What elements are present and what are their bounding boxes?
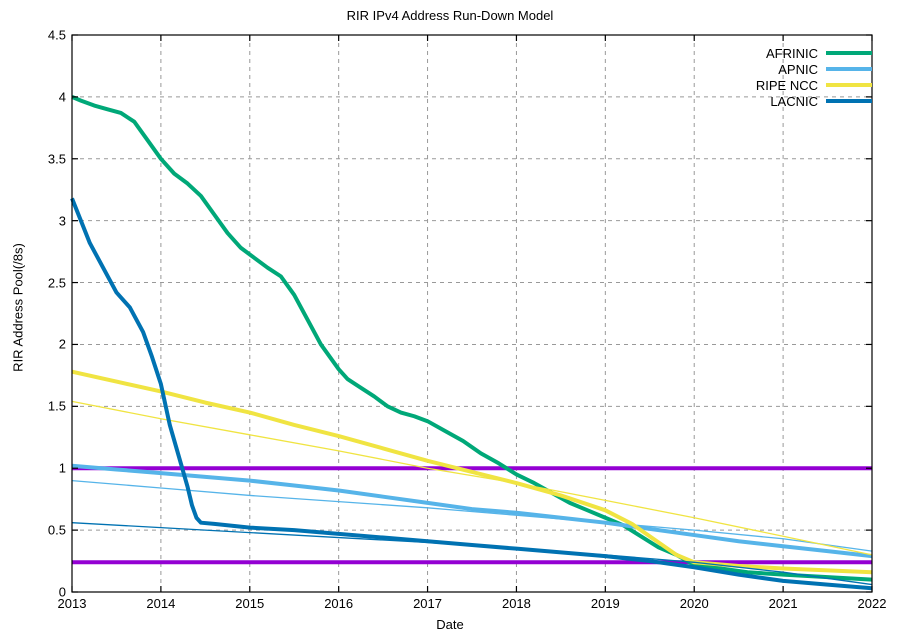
y-axis-tick-label: 1 xyxy=(58,460,66,476)
y-axis-tick-label: 3.5 xyxy=(47,151,66,167)
y-axis-tick-label: 1.5 xyxy=(47,398,66,414)
plot-frame xyxy=(71,34,873,593)
x-axis-tick-label: 2022 xyxy=(857,596,887,611)
series-line-ripe-projection xyxy=(71,400,873,556)
x-axis-tick-label: 2016 xyxy=(324,596,354,611)
series-line-afrinic xyxy=(71,95,873,582)
legend-item: RIPE NCC xyxy=(706,77,872,93)
y-axis-tick-label: 0.5 xyxy=(47,522,66,538)
series-line-lacnic-projection xyxy=(71,522,873,586)
legend-item: AFRINIC xyxy=(706,45,872,61)
legend-color-swatch xyxy=(826,83,872,87)
y-axis-tick-label: 0 xyxy=(58,584,66,600)
x-axis-tick-label: 2021 xyxy=(768,596,798,611)
legend-color-swatch xyxy=(826,67,872,71)
chart-legend: AFRINIC APNIC RIPE NCC LACNIC xyxy=(706,45,872,109)
x-axis-tick-label: 2017 xyxy=(413,596,442,611)
legend-label: LACNIC xyxy=(770,93,818,109)
legend-item: APNIC xyxy=(706,61,872,77)
y-axis-tick-label: 2.5 xyxy=(47,275,66,291)
legend-color-swatch xyxy=(826,51,872,55)
x-axis-label: Date xyxy=(436,617,464,632)
legend-label: APNIC xyxy=(778,61,818,77)
y-axis-tick-label: 2 xyxy=(58,336,66,352)
x-axis-tick-label: 2014 xyxy=(146,596,176,611)
x-axis-tick-label: 2019 xyxy=(590,596,620,611)
x-axis-tick-label: 2013 xyxy=(57,596,87,611)
legend-color-swatch xyxy=(826,99,872,103)
y-axis-tick-label: 4 xyxy=(58,89,66,105)
x-axis-tick-label: 2020 xyxy=(679,596,709,611)
legend-item: LACNIC xyxy=(706,93,872,109)
y-axis-tick-labels: 0 0.5 1 1.5 2 2.5 3 3.5 4 4.5 xyxy=(0,0,66,640)
y-axis-label: RIR Address Pool(/8s) xyxy=(10,243,26,372)
legend-label: RIPE NCC xyxy=(755,77,818,93)
series-line-lacnic xyxy=(70,197,873,591)
y-axis-tick-label: 4.5 xyxy=(47,27,66,43)
y-axis-tick-label: 3 xyxy=(58,213,66,229)
x-axis-tick-label: 2015 xyxy=(235,596,265,611)
series-line-apnic-projection xyxy=(71,479,873,552)
series-line-apnic xyxy=(71,463,873,559)
legend-label: AFRINIC xyxy=(766,45,818,61)
x-axis-tick-label: 2018 xyxy=(501,596,531,611)
chart-title: RIR IPv4 Address Run-Down Model xyxy=(346,8,554,23)
